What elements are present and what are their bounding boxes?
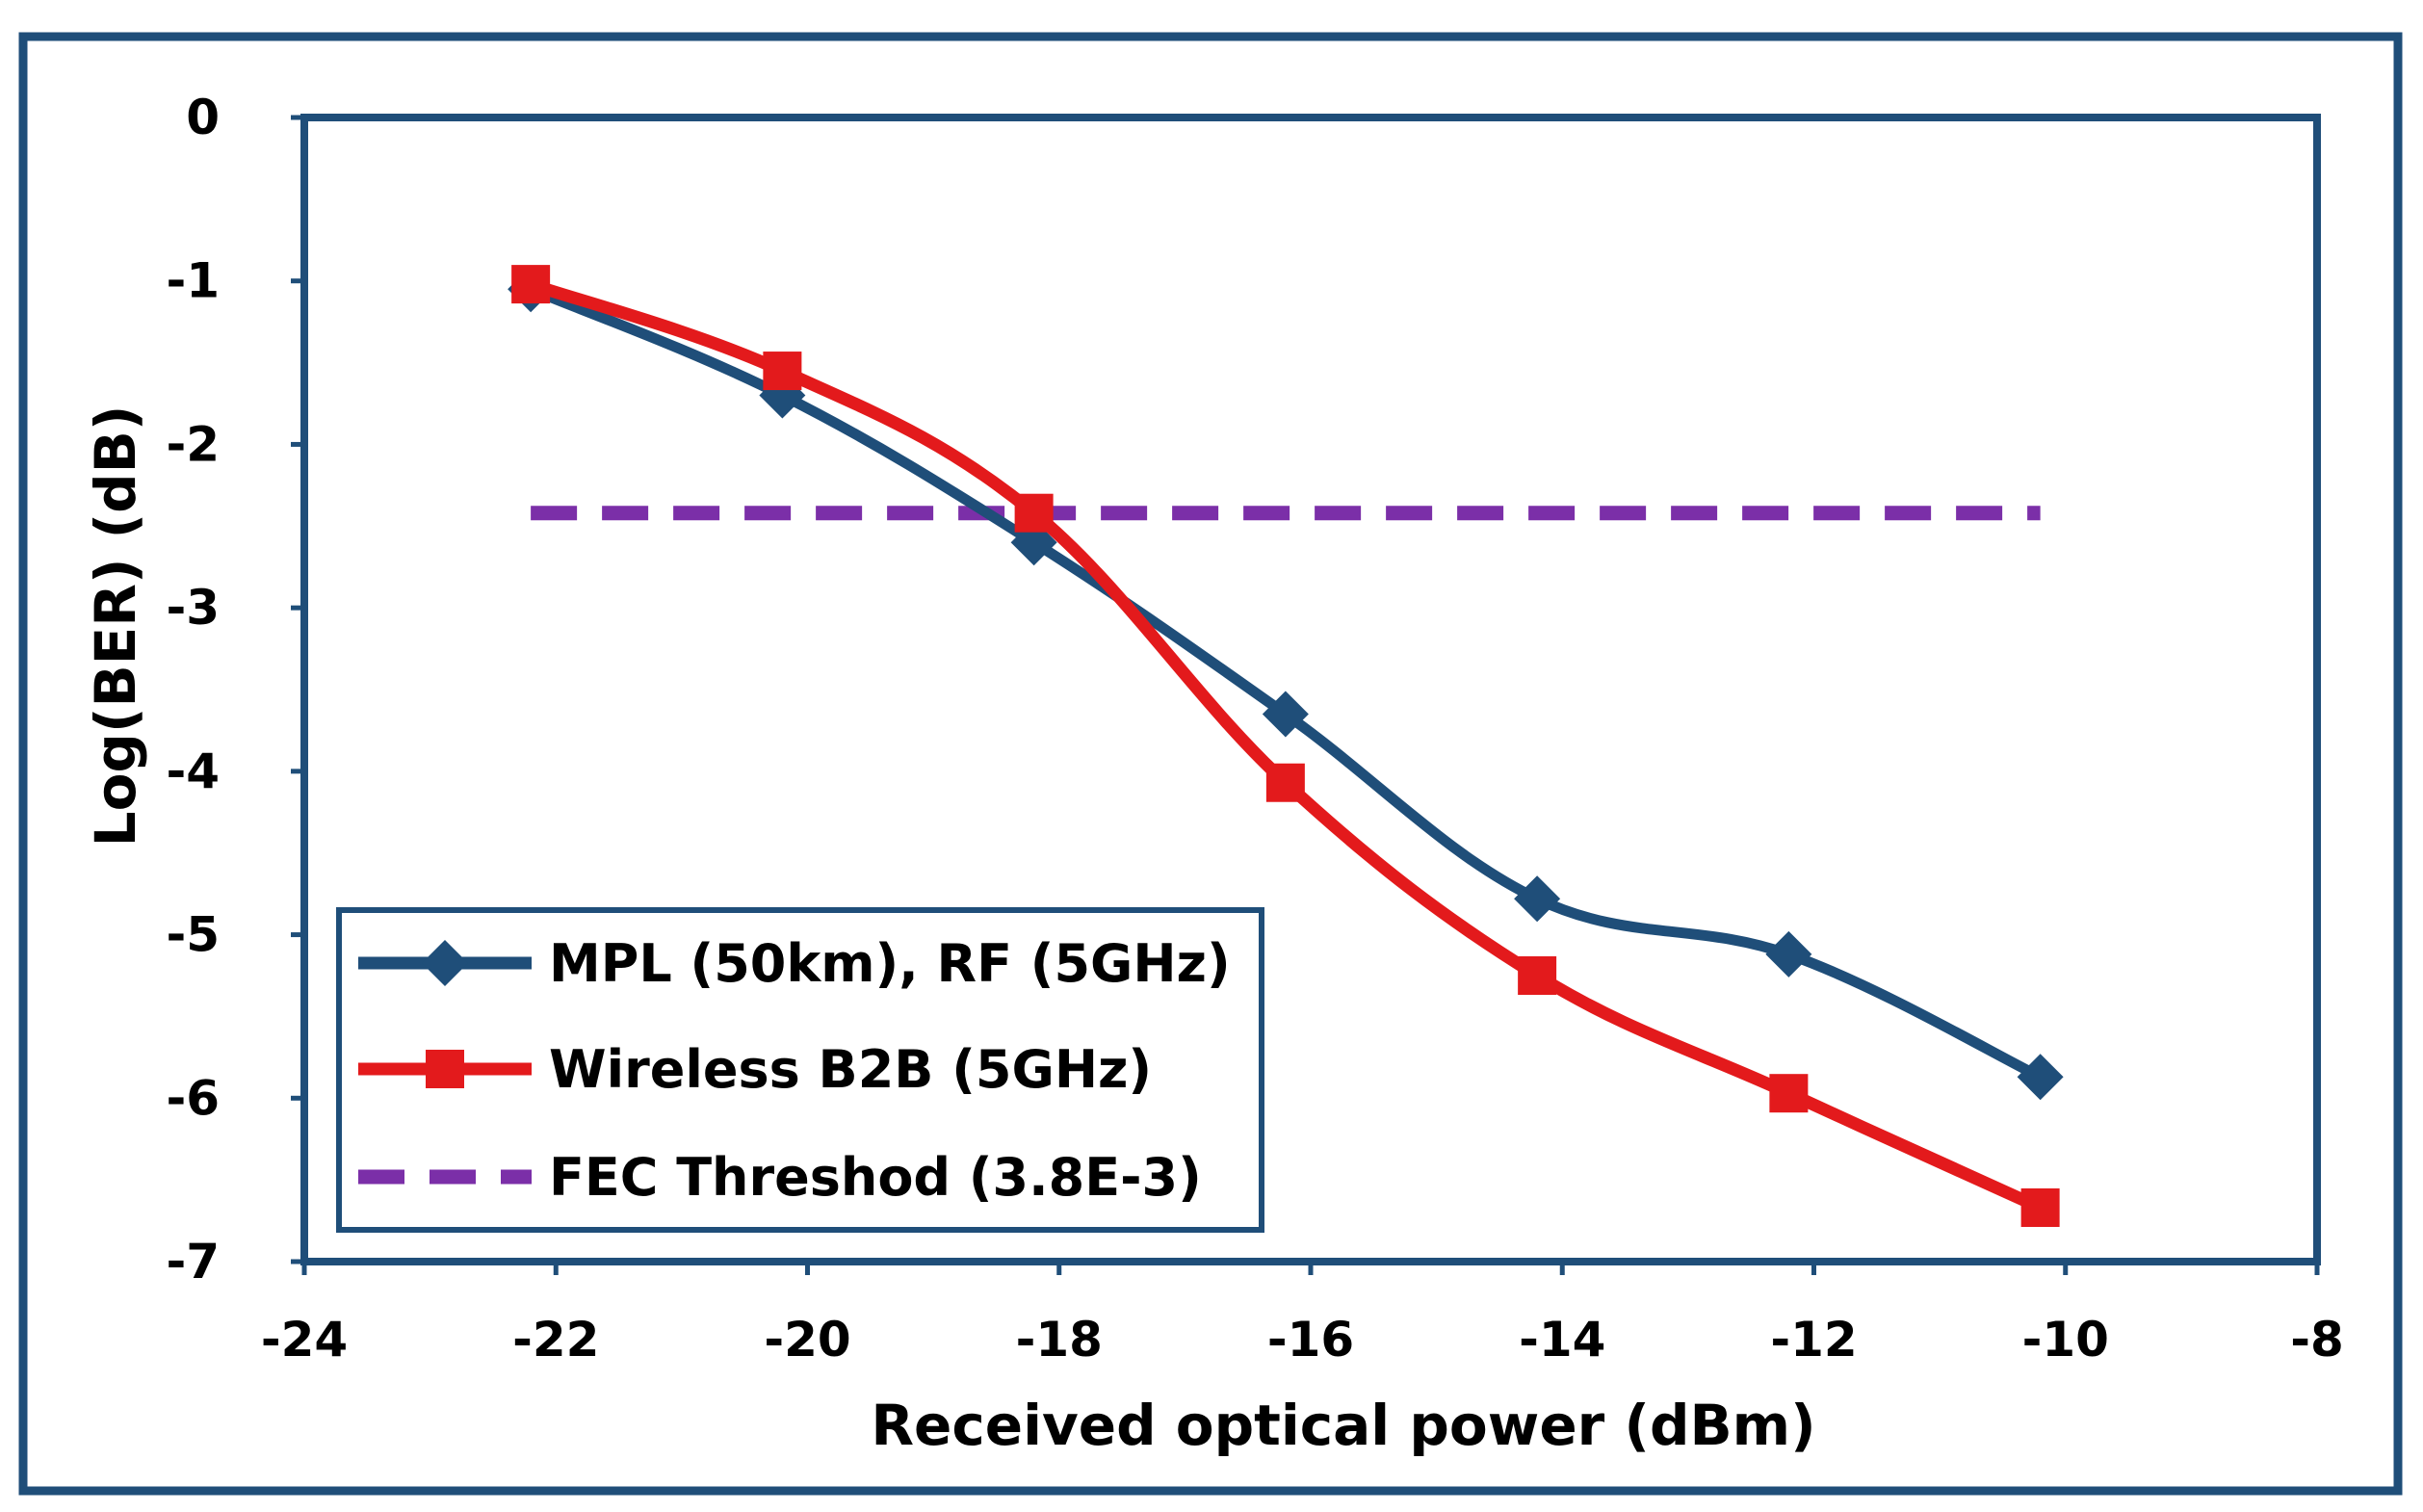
data-point (1765, 930, 1812, 978)
legend-marker (426, 1050, 464, 1088)
x-tick-label: -20 (764, 1312, 850, 1368)
legend-label: MPL (50km), RF (5GHz) (549, 933, 1231, 994)
y-tick-label: 0 (186, 90, 220, 145)
legend: MPL (50km), RF (5GHz) Wireless B2B (5GHz)… (336, 907, 1264, 1233)
y-tick-label: -6 (166, 1070, 220, 1126)
x-tick-label: -8 (2290, 1312, 2344, 1368)
y-tick-label: -4 (166, 743, 220, 799)
legend-label: FEC Threshod (3.8E-3) (549, 1147, 1202, 1208)
data-point (1514, 875, 1561, 923)
x-tick-label: -14 (1519, 1312, 1605, 1368)
data-point (2017, 1054, 2064, 1101)
data-point (763, 352, 802, 391)
y-tick-label: -3 (166, 580, 220, 636)
legend-entry: MPL (50km), RF (5GHz) (358, 933, 1231, 994)
y-tick-label: -7 (166, 1234, 220, 1290)
legend-label: Wireless B2B (5GHz) (549, 1039, 1152, 1100)
data-point (2020, 1187, 2060, 1227)
y-tick-label: -2 (166, 416, 220, 472)
data-point (1265, 763, 1305, 802)
data-point (511, 265, 551, 304)
x-axis-ticks: -24 -22 -20 -18 -16 -14 -12 -10 -8 (261, 1262, 2344, 1368)
x-axis-title: Received optical power (dBm) (871, 1393, 1815, 1458)
data-point (1518, 956, 1557, 995)
x-tick-label: -16 (1267, 1312, 1354, 1368)
data-point (1014, 493, 1054, 533)
data-point (1769, 1074, 1809, 1113)
series-0 (508, 266, 2064, 1101)
y-tick-label: -1 (166, 253, 220, 309)
legend-entry: FEC Threshod (3.8E-3) (358, 1147, 1202, 1208)
x-tick-label: -24 (261, 1312, 348, 1368)
y-axis-title: Log(BER) (dB) (83, 405, 148, 847)
data-point (1262, 691, 1309, 738)
series-layer (508, 265, 2064, 1227)
x-tick-label: -12 (1770, 1312, 1857, 1368)
x-tick-label: -22 (512, 1312, 599, 1368)
legend-entry: Wireless B2B (5GHz) (358, 1039, 1152, 1100)
legend-marker (422, 940, 468, 986)
x-tick-label: -18 (1016, 1312, 1103, 1368)
series-1 (511, 265, 2060, 1227)
y-axis-ticks: 0 -1 -2 -3 -4 -5 -6 -7 (166, 90, 304, 1290)
x-tick-label: -10 (2022, 1312, 2109, 1368)
y-tick-label: -5 (166, 907, 220, 963)
